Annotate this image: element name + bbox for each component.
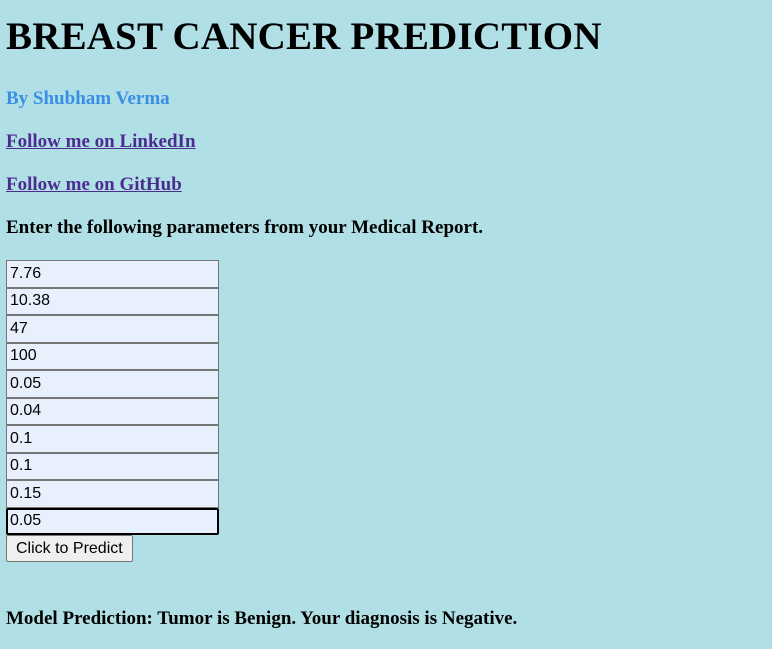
param-input-3[interactable]: [6, 315, 219, 343]
param-input-9[interactable]: [6, 480, 219, 508]
predict-button[interactable]: Click to Predict: [6, 535, 133, 562]
param-input-4[interactable]: [6, 342, 219, 370]
param-input-6[interactable]: [6, 397, 219, 425]
param-input-2[interactable]: [6, 287, 219, 315]
parameter-form: Click to Predict: [6, 260, 220, 562]
param-input-7[interactable]: [6, 425, 219, 453]
author-byline: By Shubham Verma: [6, 88, 170, 109]
param-input-1[interactable]: [6, 260, 219, 288]
form-instructions: Enter the following parameters from your…: [6, 217, 484, 238]
param-input-10[interactable]: [6, 507, 219, 535]
github-link[interactable]: Follow me on GitHub: [6, 174, 182, 195]
model-prediction-text: Model Prediction: Tumor is Benign. Your …: [6, 608, 518, 629]
page-title: BREAST CANCER PREDICTION: [6, 15, 602, 58]
param-input-8[interactable]: [6, 452, 219, 480]
linkedin-link[interactable]: Follow me on LinkedIn: [6, 131, 196, 152]
param-input-5[interactable]: [6, 370, 219, 398]
